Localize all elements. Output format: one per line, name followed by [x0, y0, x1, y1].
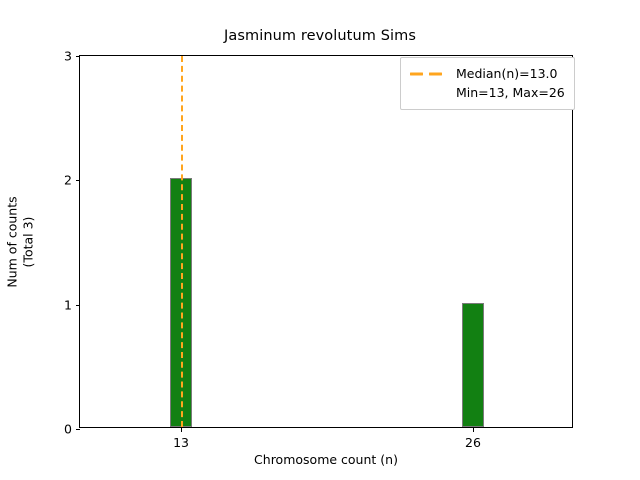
chart-title: Jasminum revolutum Sims	[223, 28, 417, 44]
bar-26	[461, 302, 484, 427]
plot-inner	[80, 56, 572, 427]
legend-item-median: Median(n)=13.0	[410, 64, 565, 83]
plot-area: 0 1 2 3 13 26	[64, 49, 573, 450]
y-tick-label: 3	[64, 48, 72, 64]
y-axis-label-line2: (Total 3)	[20, 216, 35, 267]
x-axis-label: Chromosome count (n)	[254, 452, 398, 467]
y-tick-label: 0	[64, 421, 72, 437]
y-tick-label: 2	[64, 172, 72, 188]
y-tick-mark	[75, 180, 80, 182]
y-axis-label-container: Num of counts (Total 3)	[0, 55, 40, 428]
legend-dashed-line-icon	[410, 68, 446, 80]
y-axis-label: Num of counts (Total 3)	[4, 196, 35, 287]
x-tick-mark	[181, 427, 183, 432]
y-tick-mark	[75, 429, 80, 430]
y-axis-label-line1: Num of counts	[4, 195, 20, 288]
y-tick-mark	[75, 56, 80, 57]
legend-label-median: Median(n)=13.0	[456, 66, 558, 81]
x-tick-mark	[472, 427, 474, 432]
median-line	[181, 56, 184, 427]
y-tick-mark	[75, 304, 80, 306]
legend: Median(n)=13.0 Min=13, Max=26	[400, 57, 575, 110]
y-tick-label: 1	[64, 297, 72, 313]
x-tick-label: 26	[465, 435, 481, 450]
legend-label-minmax: Min=13, Max=26	[456, 85, 565, 100]
legend-item-minmax: Min=13, Max=26	[410, 83, 565, 102]
x-tick-label: 13	[173, 435, 189, 450]
